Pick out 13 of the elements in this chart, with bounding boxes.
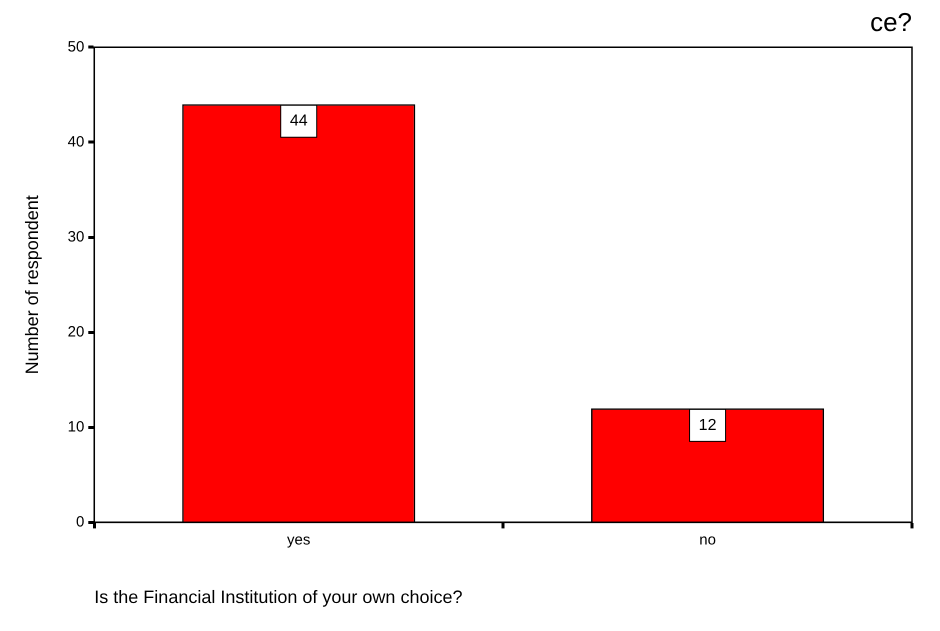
data-label: 44	[290, 112, 308, 130]
y-tick-label: 40	[68, 133, 84, 150]
x-axis-title: Is the Financial Institution of your own choice?	[94, 587, 462, 608]
y-tick-label: 20	[68, 323, 84, 340]
y-axis-title: Number of respondent	[22, 195, 42, 374]
y-tick-label: 10	[68, 418, 84, 436]
y-tick-label: 50	[68, 38, 84, 56]
chart-title: ce?	[870, 6, 912, 37]
data-label: 12	[698, 416, 717, 434]
x-tick-label: yes	[287, 532, 310, 549]
y-tick-label: 30	[68, 228, 84, 246]
y-tick-label: 0	[76, 514, 84, 531]
x-tick-label: no	[699, 532, 716, 549]
